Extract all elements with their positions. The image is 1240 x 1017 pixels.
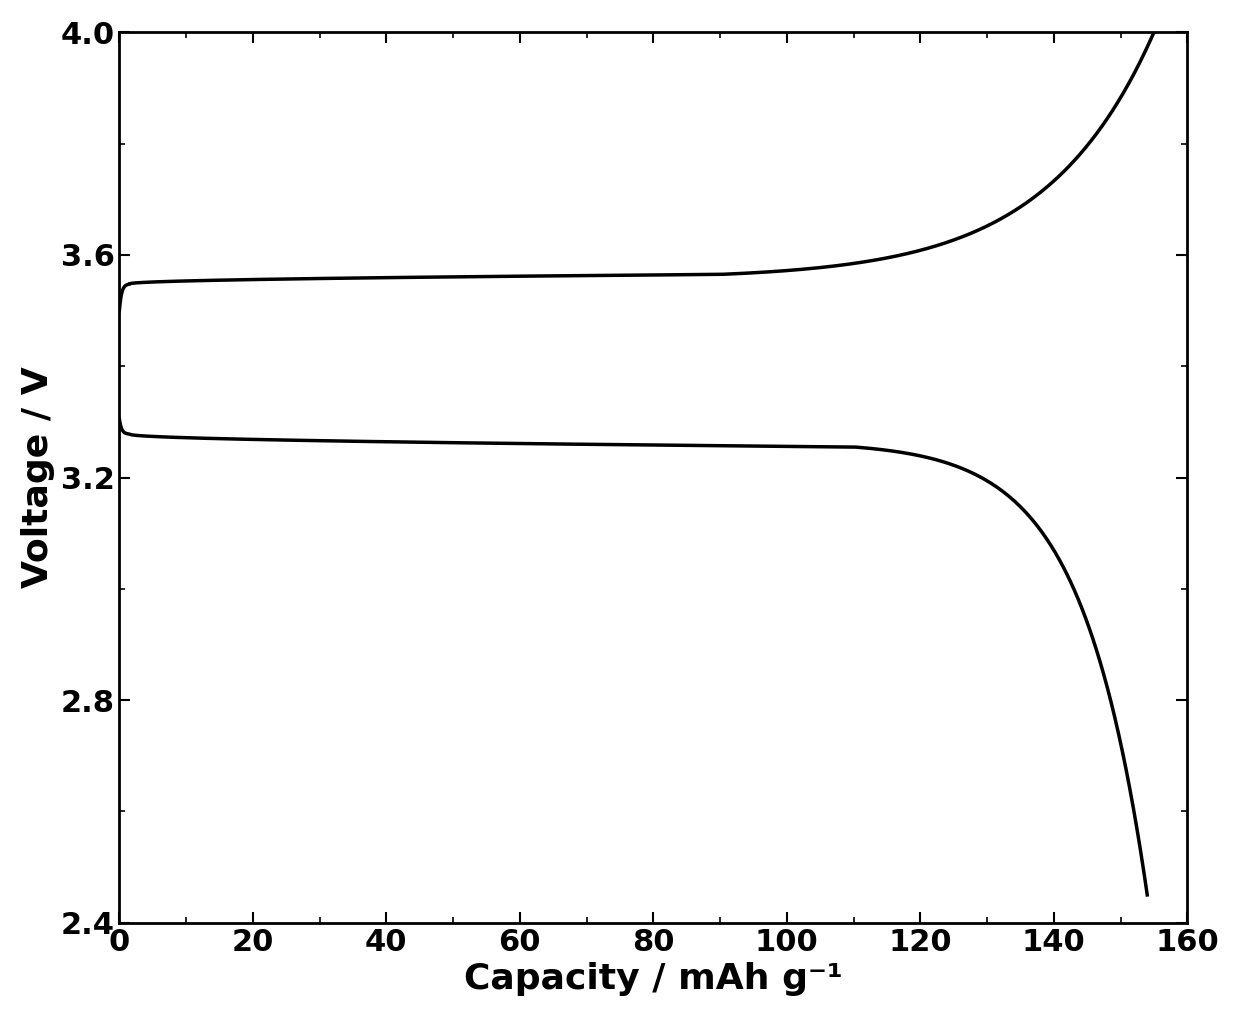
Y-axis label: Voltage / V: Voltage / V	[21, 367, 55, 589]
X-axis label: Capacity / mAh g⁻¹: Capacity / mAh g⁻¹	[464, 962, 843, 997]
